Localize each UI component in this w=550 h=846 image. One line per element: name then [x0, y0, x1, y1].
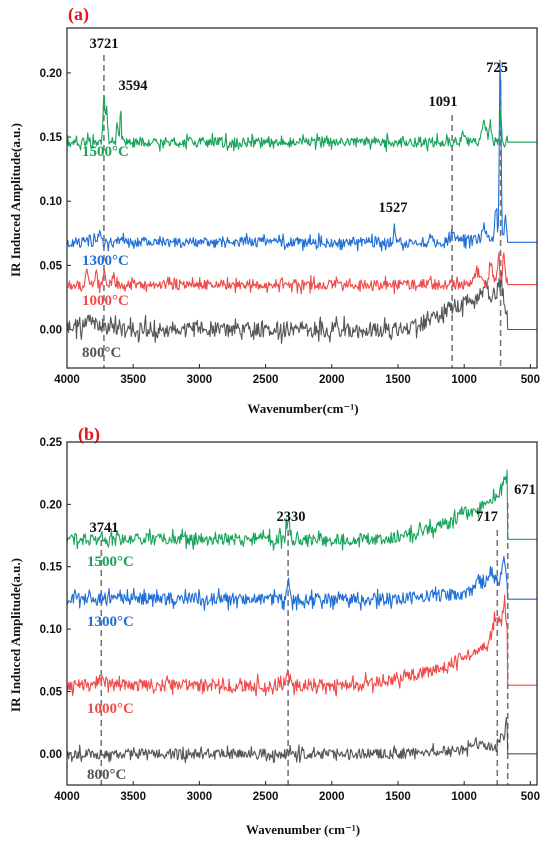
y-tick-label-a: 0.00 [40, 325, 62, 337]
y-tick-label-b: 0.10 [40, 624, 62, 636]
chart-panel-a: (a) IR Induced Amplitude(a.u.) Wavenumbe… [8, 4, 540, 416]
series-label-1300-b: 1300°C [87, 614, 134, 630]
x-tick-label-a: 2500 [253, 374, 279, 386]
x-tick-label-a: 500 [521, 374, 540, 386]
x-tick-label-a: 3000 [187, 374, 213, 386]
series-label-800-a: 800°C [82, 345, 121, 361]
x-axis-label-a: Wavenumber(cm⁻¹) [247, 401, 358, 416]
panel-label-a: (a) [68, 4, 89, 25]
series-line-800-b [66, 716, 537, 764]
series-label-1000-b: 1000°C [87, 701, 134, 717]
series-label-1500-b: 1500°C [87, 554, 134, 570]
plot-frame-b [66, 441, 538, 786]
x-tick-label-a: 4000 [54, 374, 80, 386]
x-axis-label-b: Wavenumber (cm⁻¹) [246, 822, 360, 837]
series-line-1000-b [66, 594, 537, 697]
series-label-1500-a: 1500°C [82, 144, 129, 160]
x-tick-label-b: 500 [521, 791, 540, 803]
peak-label-3741-b: 3741 [90, 520, 119, 536]
y-axis-label-a: IR Induced Amplitude(a.u.) [8, 123, 23, 277]
series-line-1300-a [66, 59, 537, 252]
series-line-800-a [66, 271, 537, 344]
x-tick-label-b: 2000 [319, 791, 345, 803]
series-line-1500-b [66, 469, 537, 551]
y-tick-label-b: 0.15 [40, 562, 63, 574]
x-tick-label-b: 1500 [385, 791, 411, 803]
series-line-1000-a [66, 251, 537, 295]
y-tick-label-b: 0.20 [40, 499, 62, 511]
series-label-800-b: 800°C [87, 767, 126, 783]
x-tick-label-a: 3500 [120, 374, 146, 386]
peak-label-725-a: 725 [486, 60, 508, 76]
peak-label-717-b: 717 [476, 509, 498, 525]
y-tick-label-a: 0.05 [40, 260, 63, 272]
x-tick-label-a: 1500 [385, 374, 411, 386]
peak-label-1527-a: 1527 [379, 200, 408, 216]
x-tick-label-a: 1000 [451, 374, 477, 386]
peak-label-3721-a: 3721 [90, 36, 119, 52]
peak-label-3594-a: 3594 [119, 78, 148, 94]
y-tick-label-b: 0.00 [40, 749, 62, 761]
chart-panel-b: (b) IR Induced Amplitude(a.u.) Wavenumbe… [8, 424, 540, 837]
y-tick-label-b: 0.25 [40, 437, 63, 449]
y-tick-label-a: 0.20 [40, 68, 62, 80]
series-line-1300-b [66, 555, 537, 611]
panel-label-b: (b) [78, 424, 100, 445]
x-tick-label-b: 2500 [253, 791, 279, 803]
series-line-1500-a [66, 95, 537, 152]
x-tick-label-b: 3500 [120, 791, 146, 803]
x-tick-label-a: 2000 [319, 374, 345, 386]
y-tick-label-a: 0.10 [40, 196, 62, 208]
peak-label-2330-b: 2330 [277, 509, 306, 525]
plot-frame-a [66, 27, 538, 369]
y-axis-label-b: IR Induced Amplitude(a.u.) [8, 558, 23, 712]
series-label-1000-a: 1000°C [82, 293, 129, 309]
peak-label-1091-a: 1091 [429, 94, 458, 110]
x-tick-label-b: 4000 [54, 791, 80, 803]
x-tick-label-b: 1000 [451, 791, 477, 803]
y-tick-label-b: 0.05 [40, 686, 63, 698]
y-tick-label-a: 0.15 [40, 132, 63, 144]
x-tick-label-b: 3000 [187, 791, 213, 803]
peak-label-671-b: 671 [514, 482, 536, 498]
series-label-1300-a: 1300°C [82, 253, 129, 269]
